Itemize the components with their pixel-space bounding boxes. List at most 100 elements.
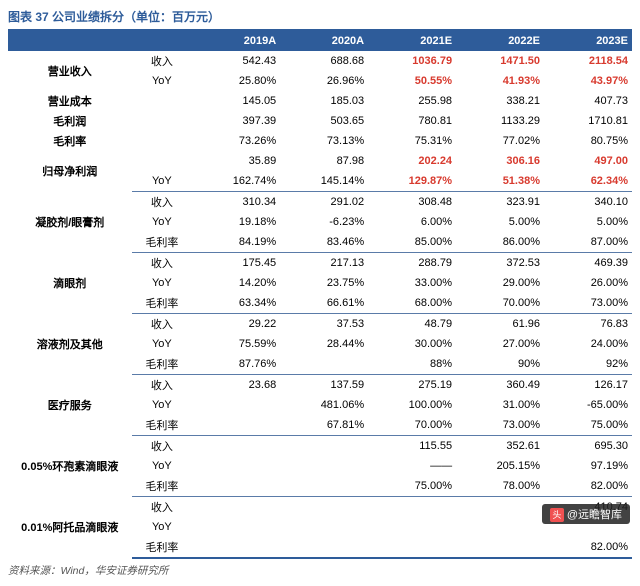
value-cell: 73.13% <box>280 131 368 151</box>
value-cell: 83.46% <box>280 232 368 253</box>
value-cell: 43.97% <box>544 71 632 91</box>
value-cell: 688.68 <box>280 51 368 71</box>
value-cell: 145.05 <box>192 91 280 111</box>
chart-title: 图表 37 公司业绩拆分（单位：百万元） <box>8 8 632 25</box>
watermark-text: @远瞻智库 <box>567 509 622 521</box>
value-cell: 275.19 <box>368 375 456 396</box>
value-cell: 1133.29 <box>456 111 544 131</box>
value-cell: 97.19% <box>544 456 632 476</box>
value-cell: 29.22 <box>192 314 280 335</box>
table-row: 0.05%环孢素滴眼液收入115.55352.61695.30 <box>8 436 632 457</box>
value-cell: 70.00% <box>368 415 456 436</box>
value-cell: 90% <box>456 354 544 375</box>
value-cell: 48.79 <box>368 314 456 335</box>
value-cell: 88% <box>368 354 456 375</box>
value-cell: 255.98 <box>368 91 456 111</box>
watermark-icon: 头 <box>550 508 564 522</box>
value-cell: 87.00% <box>544 232 632 253</box>
metric-cell: YoY <box>132 212 193 232</box>
metric-cell: 收入 <box>132 192 193 213</box>
value-cell: 63.34% <box>192 293 280 314</box>
value-cell: 126.17 <box>544 375 632 396</box>
table-row: 毛利率73.26%73.13%75.31%77.02%80.75% <box>8 131 632 151</box>
table-row: 营业成本145.05185.03255.98338.21407.73 <box>8 91 632 111</box>
value-cell: 75.31% <box>368 131 456 151</box>
value-cell: 340.10 <box>544 192 632 213</box>
metric-cell: 收入 <box>132 497 193 518</box>
value-cell: 338.21 <box>456 91 544 111</box>
value-cell <box>192 476 280 497</box>
metric-cell: 毛利率 <box>132 415 193 436</box>
value-cell: 202.24 <box>368 151 456 171</box>
value-cell <box>192 436 280 457</box>
value-cell: 6.00% <box>368 212 456 232</box>
value-cell <box>280 436 368 457</box>
value-cell: 19.18% <box>192 212 280 232</box>
value-cell <box>192 517 280 537</box>
table-row: 归母净利润35.8987.98202.24306.16497.00 <box>8 151 632 171</box>
value-cell: 27.00% <box>456 334 544 354</box>
value-cell: 73.00% <box>544 293 632 314</box>
value-cell: 323.91 <box>456 192 544 213</box>
value-cell <box>280 517 368 537</box>
value-cell: 23.68 <box>192 375 280 396</box>
value-cell <box>280 354 368 375</box>
value-cell: 1710.81 <box>544 111 632 131</box>
value-cell: 407.73 <box>544 91 632 111</box>
value-cell: 5.00% <box>544 212 632 232</box>
value-cell <box>456 497 544 518</box>
table-row: 医疗服务收入23.68137.59275.19360.49126.17 <box>8 375 632 396</box>
value-cell: 695.30 <box>544 436 632 457</box>
value-cell: 29.00% <box>456 273 544 293</box>
value-cell: 137.59 <box>280 375 368 396</box>
metric-cell: YoY <box>132 334 193 354</box>
value-cell: 68.00% <box>368 293 456 314</box>
value-cell: 73.26% <box>192 131 280 151</box>
value-cell: 85.00% <box>368 232 456 253</box>
value-cell: 26.96% <box>280 71 368 91</box>
value-cell: 497.00 <box>544 151 632 171</box>
value-cell: 35.89 <box>192 151 280 171</box>
category-cell: 0.05%环孢素滴眼液 <box>8 436 132 497</box>
category-cell: 归母净利润 <box>8 151 132 192</box>
value-cell: 780.81 <box>368 111 456 131</box>
value-cell <box>280 476 368 497</box>
value-cell: 31.00% <box>456 395 544 415</box>
value-cell: 306.16 <box>456 151 544 171</box>
value-cell: 1471.50 <box>456 51 544 71</box>
value-cell <box>368 517 456 537</box>
value-cell: 77.02% <box>456 131 544 151</box>
metric-cell: YoY <box>132 395 193 415</box>
value-cell <box>456 517 544 537</box>
metric-cell <box>132 131 193 151</box>
value-cell <box>280 456 368 476</box>
value-cell: 288.79 <box>368 253 456 274</box>
value-cell: 50.55% <box>368 71 456 91</box>
value-cell: 70.00% <box>456 293 544 314</box>
metric-cell: 毛利率 <box>132 537 193 558</box>
value-cell: 41.93% <box>456 71 544 91</box>
value-cell: 372.53 <box>456 253 544 274</box>
value-cell: 75.00% <box>544 415 632 436</box>
value-cell: 61.96 <box>456 314 544 335</box>
value-cell: 503.65 <box>280 111 368 131</box>
value-cell: 175.45 <box>192 253 280 274</box>
value-cell: 129.87% <box>368 171 456 192</box>
value-cell: —— <box>368 456 456 476</box>
value-cell: 481.06% <box>280 395 368 415</box>
table-row: 营业收入收入542.43688.681036.791471.502118.54 <box>8 51 632 71</box>
value-cell <box>368 497 456 518</box>
metric-cell: 毛利率 <box>132 354 193 375</box>
value-cell: 291.02 <box>280 192 368 213</box>
value-cell: 100.00% <box>368 395 456 415</box>
value-cell: 308.48 <box>368 192 456 213</box>
value-cell: 469.39 <box>544 253 632 274</box>
value-cell: 28.44% <box>280 334 368 354</box>
category-cell: 凝胶剂/眼膏剂 <box>8 192 132 253</box>
metric-cell: YoY <box>132 71 193 91</box>
category-cell: 医疗服务 <box>8 375 132 436</box>
value-cell: 217.13 <box>280 253 368 274</box>
metric-cell: 收入 <box>132 253 193 274</box>
value-cell <box>368 537 456 558</box>
source-note: 资料来源：Wind，华安证券研究所 <box>8 563 632 578</box>
